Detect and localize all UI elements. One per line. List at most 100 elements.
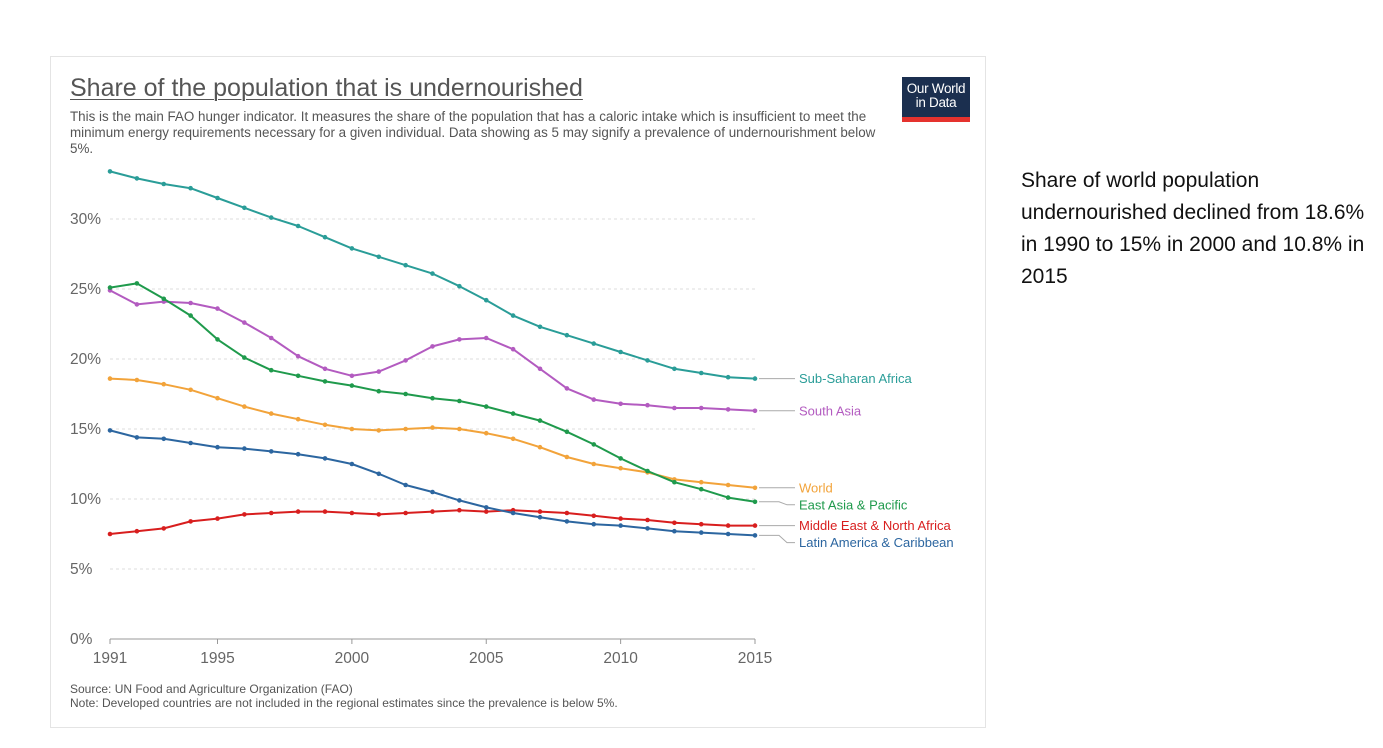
data-point: [322, 379, 328, 384]
data-point: [457, 398, 462, 404]
data-point: [322, 234, 328, 240]
data-point: [430, 395, 435, 401]
data-point: [403, 262, 408, 268]
data-point: [268, 510, 274, 516]
data-point: [107, 428, 113, 433]
data-point: [161, 436, 167, 442]
data-point: [268, 215, 274, 220]
x-tick-label: 1995: [200, 650, 234, 667]
series-label: Sub-Saharan Africa: [799, 371, 913, 386]
data-point: [725, 495, 731, 500]
data-point: [752, 533, 758, 538]
data-point: [322, 456, 328, 461]
data-point: [161, 181, 167, 187]
data-point: [430, 271, 435, 276]
data-point: [403, 510, 408, 516]
data-point: [376, 388, 382, 394]
data-point: [215, 306, 220, 311]
data-point: [242, 512, 247, 517]
data-point: [483, 505, 489, 510]
data-point: [376, 428, 382, 433]
data-point: [107, 531, 113, 537]
y-tick-label: 0%: [70, 631, 93, 648]
data-point: [107, 169, 113, 174]
data-point: [564, 429, 570, 435]
data-point: [134, 176, 140, 181]
logo-line-1: Our World: [906, 81, 966, 96]
data-point: [564, 510, 570, 516]
data-point: [457, 498, 462, 503]
data-point: [215, 444, 220, 450]
data-point: [591, 442, 597, 447]
data-point: [537, 514, 543, 520]
data-point: [295, 353, 301, 359]
data-point: [564, 386, 570, 391]
data-point: [457, 426, 462, 432]
data-point: [161, 381, 167, 387]
data-point: [295, 451, 301, 457]
data-point: [752, 376, 758, 381]
data-point: [725, 407, 731, 412]
owid-logo[interactable]: Our World in Data: [902, 77, 970, 122]
x-tick-label: 1991: [93, 650, 127, 667]
y-tick-label: 30%: [70, 211, 101, 228]
y-tick-label: 20%: [70, 351, 101, 368]
data-point: [645, 358, 650, 363]
data-point: [215, 516, 220, 521]
data-point: [242, 320, 247, 325]
data-point: [645, 517, 650, 523]
data-point: [537, 418, 543, 423]
data-point: [645, 526, 650, 531]
data-point: [672, 479, 677, 485]
y-tick-label: 5%: [70, 561, 93, 578]
data-point: [618, 523, 623, 528]
data-point: [591, 513, 597, 519]
data-point: [134, 302, 140, 307]
series-label: South Asia: [799, 403, 862, 418]
data-point: [295, 416, 301, 422]
data-point: [403, 358, 408, 363]
data-point: [698, 530, 704, 535]
data-point: [188, 185, 193, 191]
data-point: [725, 482, 731, 488]
data-point: [672, 405, 677, 411]
chart-subtitle: This is the main FAO hunger indicator. I…: [70, 109, 876, 156]
x-tick-label: 2010: [603, 650, 638, 667]
data-point: [268, 411, 274, 416]
data-point: [349, 461, 355, 467]
data-point: [483, 509, 489, 514]
footnote-text: Note: Developed countries are not includ…: [70, 696, 618, 710]
logo-line-2: in Data: [915, 95, 957, 110]
chart-title: Share of the population that is undernou…: [70, 74, 583, 102]
data-point: [376, 512, 382, 517]
data-point: [430, 425, 435, 430]
data-point: [483, 297, 489, 303]
data-point: [645, 468, 650, 474]
data-point: [564, 332, 570, 338]
data-point: [483, 404, 489, 409]
data-point: [188, 313, 193, 318]
line-chart: 0% 5% 10% 15% 20% 25% 30% 1991 1995 2000 2005 2010 2…: [70, 169, 954, 667]
data-point: [564, 519, 570, 524]
data-point: [752, 523, 758, 528]
x-tick-label: 2005: [469, 650, 503, 667]
series-label: Middle East & North Africa: [799, 518, 951, 533]
data-point: [618, 465, 623, 471]
data-point: [242, 404, 247, 409]
data-point: [322, 422, 328, 428]
data-point: [457, 337, 462, 342]
data-point: [510, 510, 516, 516]
data-point: [672, 520, 677, 526]
data-point: [698, 521, 704, 527]
data-point: [242, 355, 247, 360]
data-point: [698, 479, 704, 485]
data-point: [698, 486, 704, 492]
data-point: [483, 430, 489, 436]
data-point: [376, 471, 382, 477]
data-point: [242, 446, 247, 451]
x-tick-label: 2015: [738, 650, 772, 667]
data-point: [349, 426, 355, 432]
data-point: [188, 440, 193, 446]
data-point: [537, 366, 543, 372]
source-text: Source: UN Food and Agriculture Organiza…: [70, 682, 353, 696]
